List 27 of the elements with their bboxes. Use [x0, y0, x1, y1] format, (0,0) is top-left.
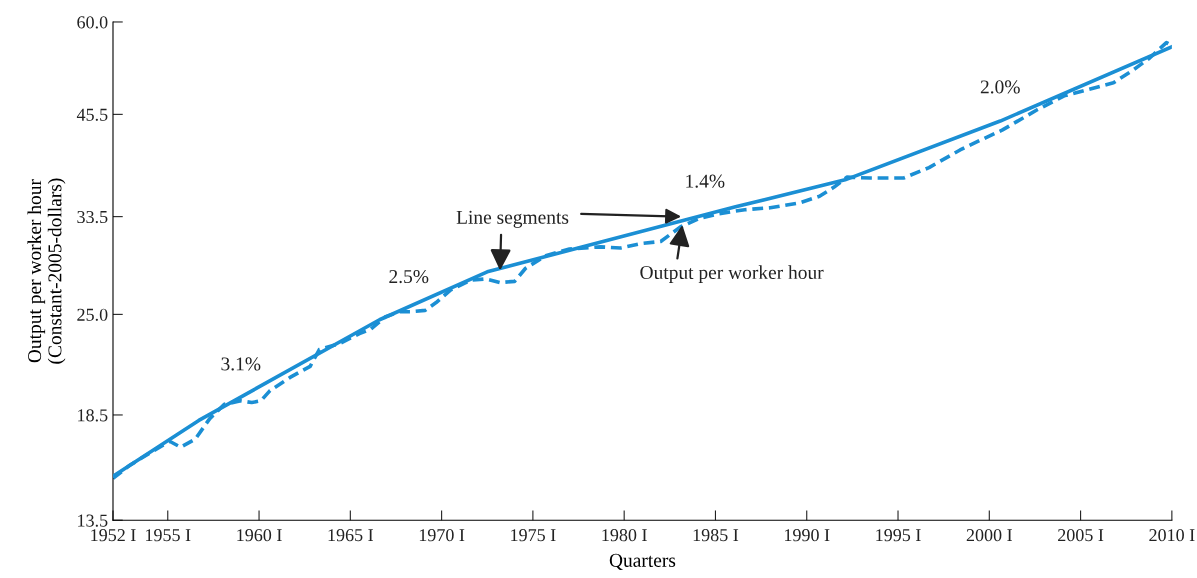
- y-tick-label: 45.5: [76, 108, 108, 121]
- annotation: 1.4%: [686, 174, 725, 188]
- x-tick-label: 1985 I: [693, 529, 739, 542]
- y-tick-label: 13.5: [78, 514, 108, 527]
- annotation: 2.5%: [389, 269, 429, 284]
- y-tick-label: 33.5: [77, 210, 108, 224]
- y-tick-label: 60.0: [77, 16, 108, 29]
- x-tick-label: 1952 I: [91, 529, 136, 542]
- y-axis-title: Output per worker hour (Constant-2005-dollars): [27, 178, 66, 364]
- annotation: Output per worker hour: [640, 265, 824, 283]
- x-tick-label: 2005 I: [1058, 529, 1104, 542]
- x-tick-label: 1965 I: [328, 529, 374, 542]
- x-tick-label: 1955 I: [146, 529, 191, 542]
- annotation: 3.1%: [221, 357, 261, 371]
- x-tick-label: 2000 I: [966, 529, 1012, 542]
- y-tick-label: 18.5: [78, 409, 108, 422]
- y-tick-label: 25.0: [77, 308, 108, 321]
- annotation: 2.0%: [980, 80, 1020, 94]
- annotation: Line segments: [456, 210, 569, 228]
- x-tick-label: 1980 I: [602, 529, 647, 542]
- x-tick-label: 2010 I: [1149, 529, 1195, 542]
- x-tick-label: 1960 I: [237, 529, 282, 542]
- x-tick-label: 1975 I: [511, 529, 556, 542]
- x-axis-title: Quarters: [609, 553, 676, 570]
- x-tick-label: 1990 I: [785, 529, 830, 542]
- x-tick-label: 1995 I: [876, 529, 921, 542]
- x-tick-label: 1970 I: [419, 529, 465, 542]
